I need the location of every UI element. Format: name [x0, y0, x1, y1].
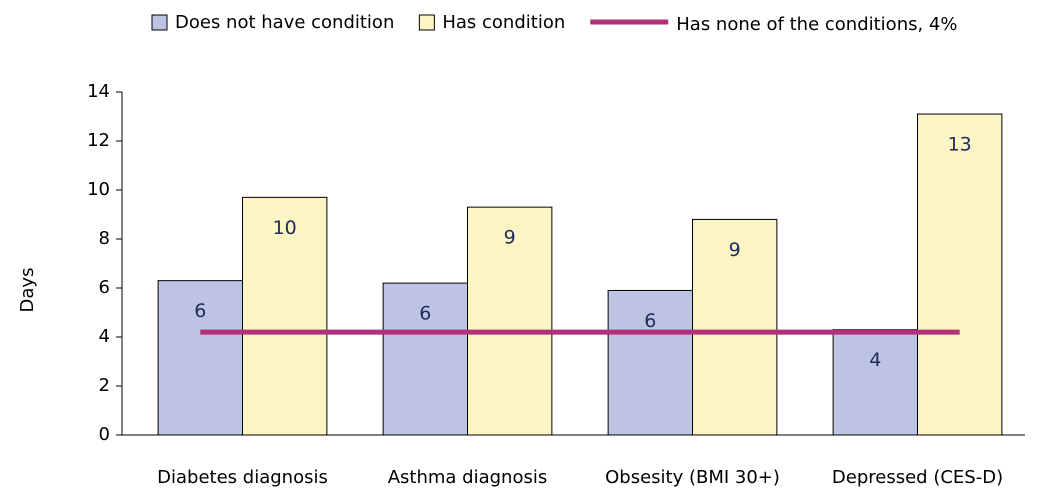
bar	[917, 113, 1003, 436]
legend-swatch	[418, 14, 435, 31]
legend-label: Has condition	[442, 12, 565, 33]
x-tick-label: Depressed (CES-D)	[832, 467, 1003, 488]
value-label: 10	[273, 217, 297, 239]
value-label: 6	[419, 303, 431, 325]
legend-label: Does not have condition	[175, 12, 394, 33]
bar	[692, 218, 778, 436]
x-tick-label: Asthma diagnosis	[388, 467, 548, 488]
value-label: 9	[729, 239, 741, 261]
x-tick-label: Diabetes diagnosis	[157, 467, 328, 488]
y-tick-label: 0	[99, 424, 110, 445]
y-tick-label: 10	[87, 179, 110, 200]
bar	[467, 206, 553, 436]
bar	[607, 289, 693, 436]
value-label: 9	[504, 227, 516, 249]
legend-swatch	[151, 14, 168, 31]
bar	[382, 282, 468, 436]
y-tick-label: 4	[99, 326, 110, 347]
value-label: 6	[194, 300, 206, 322]
y-tick-label: 2	[99, 375, 110, 396]
value-label: 13	[948, 134, 972, 156]
bar	[832, 329, 918, 436]
value-label: 6	[644, 310, 656, 332]
bar	[157, 280, 243, 436]
y-tick-label: 8	[99, 228, 110, 249]
y-tick-label: 6	[99, 277, 110, 298]
x-tick-label: Obsesity (BMI 30+)	[605, 467, 780, 488]
value-label: 4	[869, 349, 881, 371]
bar	[242, 196, 328, 436]
y-tick-label: 12	[87, 130, 110, 151]
y-tick-label: 14	[87, 81, 110, 102]
legend-label: Has none of the conditions, 4%	[676, 14, 957, 35]
y-axis-label: Days	[17, 268, 38, 313]
